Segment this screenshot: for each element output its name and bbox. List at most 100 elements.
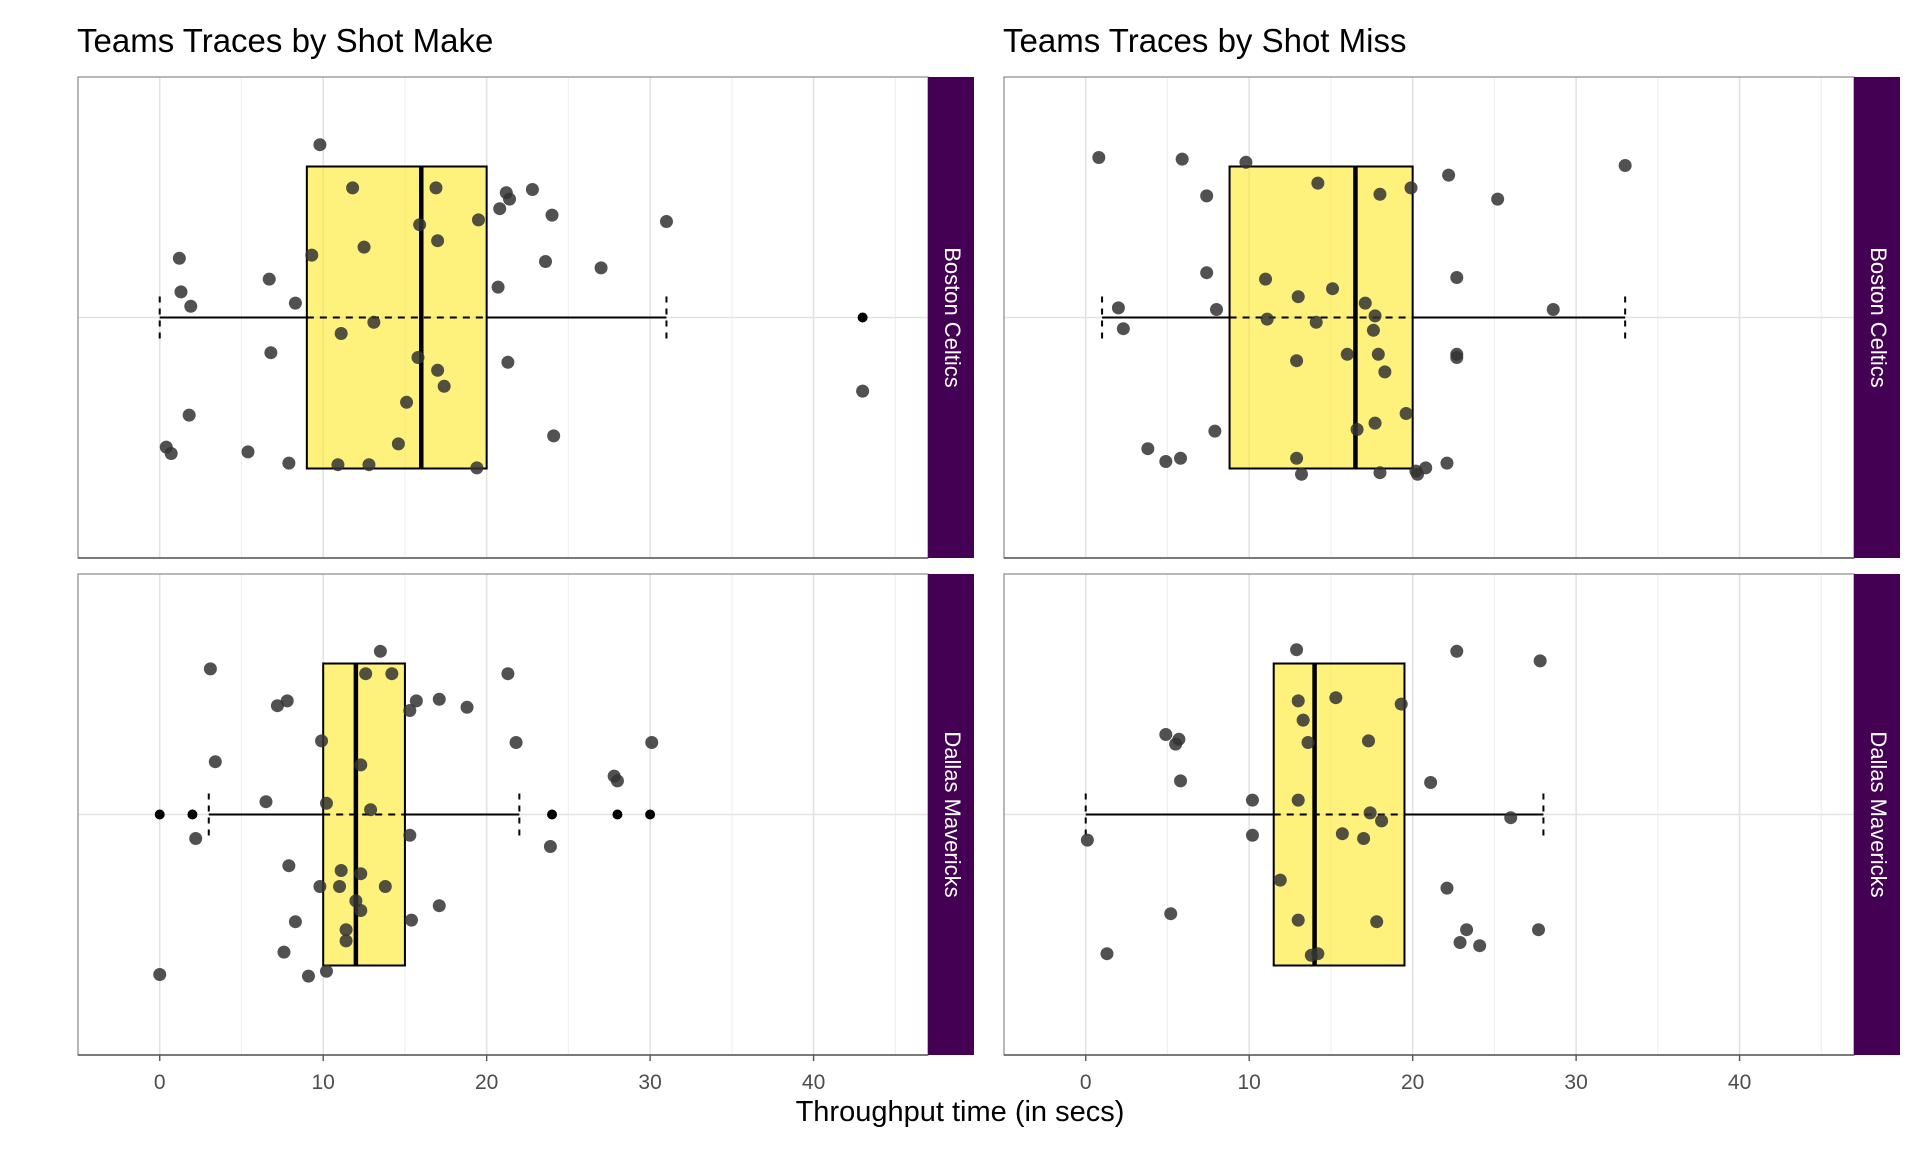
data-point	[182, 408, 196, 422]
data-point	[354, 904, 368, 917]
data-point	[437, 379, 451, 393]
data-point	[1290, 354, 1304, 368]
data-point	[1100, 947, 1114, 961]
data-point	[1419, 461, 1433, 475]
data-point	[282, 859, 296, 873]
facet-strip-label: Boston Celtics	[1866, 247, 1891, 388]
data-point	[1159, 728, 1173, 741]
data-point	[1394, 697, 1408, 711]
outlier-point	[645, 809, 656, 820]
data-point	[1366, 323, 1380, 337]
data-point	[1296, 713, 1310, 727]
data-point	[1295, 467, 1308, 481]
data-point	[856, 384, 870, 398]
data-point	[503, 192, 517, 206]
data-point	[357, 240, 371, 254]
data-point	[1311, 947, 1325, 961]
data-point	[1273, 873, 1287, 887]
data-point	[545, 208, 559, 222]
data-point	[1453, 936, 1467, 949]
data-point	[1335, 827, 1349, 841]
data-point	[1208, 424, 1222, 438]
data-point	[203, 662, 217, 676]
panel-title-miss: Teams Traces by Shot Miss	[1003, 22, 1407, 59]
data-point	[1260, 312, 1274, 326]
data-point	[354, 867, 368, 881]
data-point	[460, 700, 474, 714]
data-point	[1358, 296, 1372, 310]
data-point	[1200, 189, 1214, 203]
data-point	[315, 734, 329, 748]
data-point	[413, 218, 427, 232]
data-point	[471, 213, 485, 227]
data-point	[241, 445, 255, 459]
data-point	[1080, 833, 1094, 847]
data-point	[385, 667, 399, 681]
data-point	[1373, 187, 1387, 201]
data-point	[1440, 881, 1454, 895]
data-point	[391, 437, 405, 451]
x-tick-label: 20	[475, 1071, 498, 1094]
data-point	[509, 736, 523, 749]
data-point	[1450, 644, 1464, 658]
data-point	[373, 644, 387, 658]
x-tick-label: 30	[638, 1071, 661, 1094]
data-point	[282, 456, 296, 470]
data-point	[313, 138, 327, 152]
facet-strip-label: Dallas Mavericks	[1866, 731, 1891, 897]
data-point	[378, 880, 392, 893]
data-point	[432, 692, 446, 706]
data-point	[1245, 793, 1259, 807]
data-point	[1291, 290, 1305, 304]
data-point	[610, 774, 624, 788]
data-point	[174, 285, 188, 299]
data-point	[501, 355, 515, 369]
data-point	[277, 945, 291, 959]
data-point	[288, 296, 302, 310]
data-point	[1504, 811, 1518, 825]
data-point	[301, 969, 315, 983]
data-point	[1473, 939, 1487, 953]
x-tick-label: 40	[1728, 1071, 1751, 1094]
data-point	[333, 880, 347, 893]
facet-strip-label: Dallas Mavericks	[940, 731, 965, 897]
data-point	[1291, 694, 1305, 708]
data-point	[359, 667, 373, 681]
data-point	[470, 461, 484, 475]
data-point	[501, 667, 515, 681]
data-point	[1174, 451, 1188, 465]
data-point	[1169, 737, 1183, 751]
panel-title-make: Teams Traces by Shot Make	[77, 22, 494, 59]
data-point	[525, 183, 539, 196]
data-point	[431, 234, 445, 248]
facet-strip	[928, 77, 974, 558]
x-tick-label: 0	[1080, 1071, 1092, 1094]
x-tick-label: 30	[1564, 1071, 1587, 1094]
data-point	[1618, 159, 1632, 172]
data-point	[1440, 456, 1454, 470]
data-point	[409, 694, 423, 708]
data-point	[1442, 168, 1456, 182]
outlier-point	[154, 809, 165, 820]
data-point	[403, 828, 417, 842]
data-point	[1329, 691, 1343, 705]
data-point	[404, 913, 418, 927]
data-point	[1399, 407, 1413, 420]
data-point	[1141, 442, 1155, 456]
data-point	[1450, 271, 1464, 284]
data-point	[403, 704, 417, 717]
data-point	[1290, 643, 1304, 657]
data-point	[1259, 272, 1273, 286]
data-point	[313, 880, 327, 893]
x-tick-label: 10	[312, 1071, 335, 1094]
x-tick-label: 0	[154, 1071, 166, 1094]
data-point	[1491, 192, 1505, 206]
data-point	[364, 803, 378, 817]
data-point	[1210, 303, 1223, 316]
data-point	[334, 864, 348, 877]
data-point	[1245, 828, 1259, 842]
data-point	[1291, 793, 1305, 807]
data-point	[1370, 915, 1384, 929]
data-point	[264, 346, 278, 360]
data-point	[305, 248, 319, 262]
